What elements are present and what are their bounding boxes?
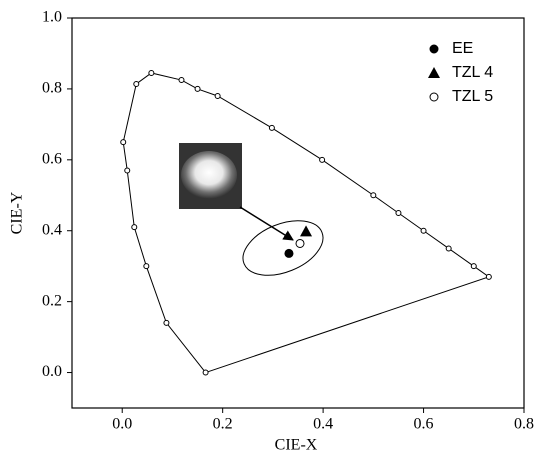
x-tick-label: 0.8 bbox=[514, 416, 534, 433]
plot-frame bbox=[71, 17, 525, 409]
y-tick-label: 0.4 bbox=[42, 221, 62, 238]
locus-point bbox=[485, 273, 492, 280]
x-axis-label: CIE-X bbox=[275, 437, 318, 454]
inset-image bbox=[181, 151, 237, 199]
x-tick-label: 0.2 bbox=[213, 416, 233, 433]
y-tick-label: 0.8 bbox=[42, 80, 62, 97]
y-tick-label: 0.0 bbox=[42, 363, 62, 380]
locus-point bbox=[420, 227, 427, 234]
y-axis-label: CIE-Y bbox=[9, 191, 26, 234]
legend-label: TZL 5 bbox=[452, 88, 493, 105]
legend-marker bbox=[428, 67, 440, 78]
spectral-locus bbox=[122, 72, 490, 374]
locus-point bbox=[194, 85, 201, 92]
legend-label: TZL 4 bbox=[452, 64, 493, 81]
data-point bbox=[284, 248, 294, 258]
locus-point bbox=[131, 224, 138, 231]
locus-point bbox=[143, 263, 150, 270]
locus-point bbox=[202, 369, 209, 376]
legend-marker bbox=[429, 44, 439, 54]
locus-point bbox=[370, 192, 377, 199]
y-tick-label: 0.6 bbox=[42, 150, 62, 167]
locus-point bbox=[178, 77, 185, 84]
highlight-ellipse bbox=[242, 220, 324, 276]
y-tick-label: 0.2 bbox=[42, 292, 62, 309]
y-tick-label: 1.0 bbox=[42, 9, 62, 26]
locus-point bbox=[395, 210, 402, 216]
locus-point bbox=[319, 156, 326, 163]
locus-point bbox=[163, 319, 170, 326]
inset-arrow bbox=[239, 206, 294, 241]
locus-point bbox=[124, 167, 131, 174]
data-point bbox=[300, 225, 313, 237]
legend-marker bbox=[429, 92, 439, 102]
x-tick-label: 0.6 bbox=[414, 416, 434, 433]
locus-point bbox=[133, 80, 140, 87]
locus-point bbox=[148, 69, 155, 76]
locus-point bbox=[445, 245, 452, 252]
x-tick-label: 0.4 bbox=[313, 416, 333, 433]
locus-point bbox=[470, 263, 477, 270]
x-tick-label: 0.0 bbox=[112, 416, 132, 433]
legend-label: EE bbox=[452, 40, 473, 57]
locus-point bbox=[214, 93, 221, 99]
locus-point bbox=[120, 139, 127, 146]
data-point bbox=[295, 238, 305, 248]
locus-point bbox=[268, 124, 275, 131]
